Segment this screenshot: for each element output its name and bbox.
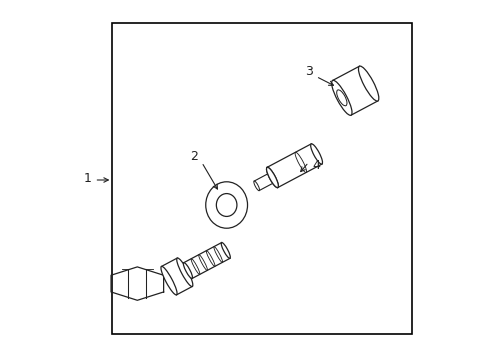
Text: 3: 3 [304,64,312,77]
Text: 4: 4 [311,159,319,172]
Ellipse shape [176,258,192,287]
Ellipse shape [266,167,278,188]
Text: 2: 2 [190,150,198,163]
Ellipse shape [221,243,230,258]
Ellipse shape [216,194,237,216]
Text: 1: 1 [83,172,91,185]
Ellipse shape [183,263,192,279]
Bar [112,23,411,334]
Ellipse shape [205,182,247,228]
Ellipse shape [336,90,346,106]
Ellipse shape [253,181,259,190]
Ellipse shape [310,144,322,164]
Ellipse shape [358,66,378,101]
Ellipse shape [161,266,177,295]
Ellipse shape [331,80,351,115]
Ellipse shape [266,167,278,188]
